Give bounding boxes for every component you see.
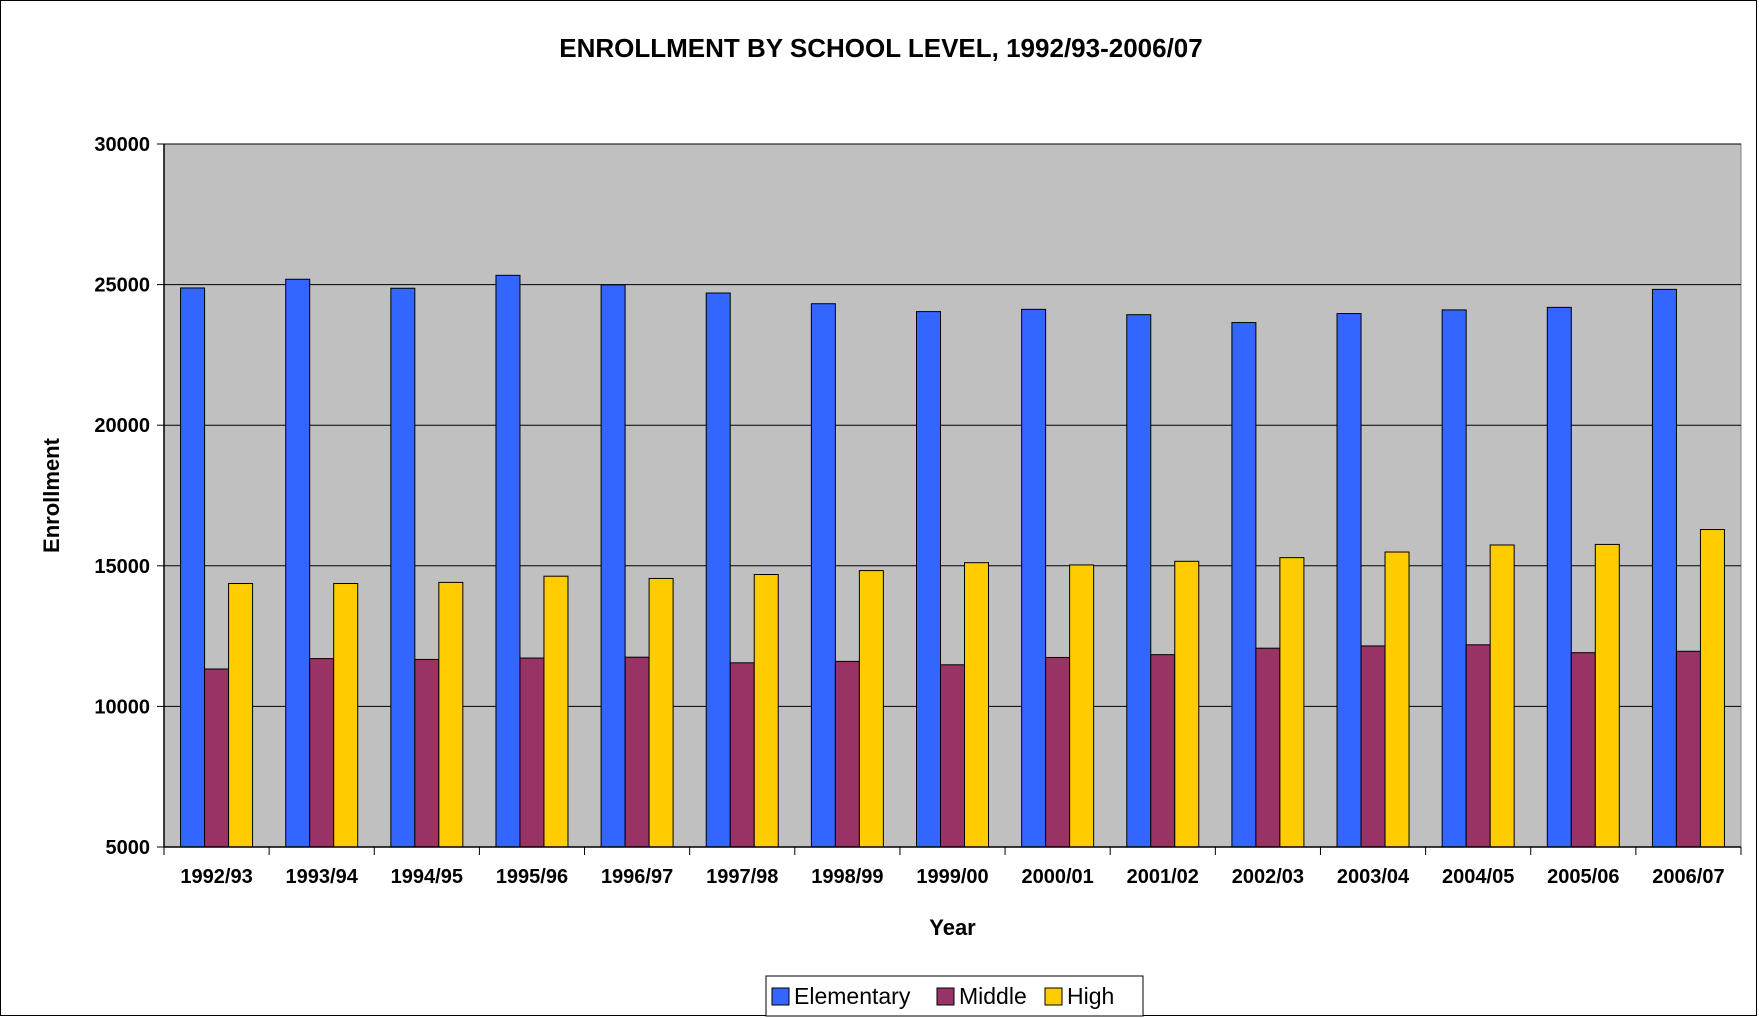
x-tick-label: 2002/03 — [1232, 866, 1304, 888]
x-tick-label: 2005/06 — [1547, 866, 1619, 888]
bar-middle-1993-94 — [309, 658, 335, 848]
bar-high-1998-99 — [858, 570, 884, 848]
y-tick-label: 15000 — [94, 556, 150, 578]
bar-high-1997-98 — [753, 574, 779, 848]
bar-elementary-1993-94 — [285, 278, 311, 848]
bar-elementary-2005-06 — [1546, 306, 1572, 848]
bar-elementary-2006-07 — [1651, 288, 1677, 848]
bar-high-1999-00 — [964, 562, 989, 848]
y-tick-label: 25000 — [94, 275, 150, 297]
y-tick-label: 20000 — [94, 415, 150, 437]
bar-elementary-1999-00 — [916, 311, 941, 848]
bar-elementary-1992-93 — [180, 287, 206, 848]
bar-elementary-2001-02 — [1126, 314, 1152, 848]
x-tick-label: 2003/04 — [1337, 866, 1410, 888]
bar-elementary-1996-97 — [600, 284, 626, 848]
bar-elementary-1994-95 — [390, 287, 416, 848]
x-tick-label: 1999/00 — [916, 866, 988, 888]
x-tick-label: 1996/97 — [601, 866, 673, 888]
chart-title: ENROLLMENT BY SCHOOL LEVEL, 1992/93-2006… — [559, 33, 1202, 63]
bar-middle-2001-02 — [1150, 654, 1176, 848]
x-tick-label: 1992/93 — [180, 866, 252, 888]
legend-label-high: High — [1067, 983, 1114, 1009]
bar-elementary-1998-99 — [810, 303, 836, 848]
bar-high-1992-93 — [228, 583, 254, 848]
bar-elementary-2003-04 — [1336, 313, 1362, 848]
bar-middle-2002-03 — [1255, 647, 1281, 848]
legend-label-elementary: Elementary — [794, 983, 911, 1009]
bar-middle-2004-05 — [1465, 644, 1491, 848]
x-axis-ticks: 1992/93 1993/94 1994/95 1995/96 1996/97 1997/… — [163, 847, 1742, 888]
bar-high-2005-06 — [1594, 543, 1620, 848]
bar-middle-2000-01 — [1045, 656, 1071, 848]
bar-elementary-1997-98 — [705, 292, 731, 848]
x-tick-label: 1998/99 — [811, 866, 883, 888]
bar-middle-1997-98 — [729, 662, 755, 848]
bar-high-2002-03 — [1279, 557, 1305, 848]
bar-middle-1996-97 — [624, 656, 650, 848]
bar-elementary-2000-01 — [1021, 308, 1047, 848]
bar-middle-1999-00 — [940, 664, 965, 848]
bar-elementary-2002-03 — [1231, 322, 1257, 848]
x-tick-label: 1993/94 — [286, 866, 359, 888]
legend-swatch-elementary — [771, 987, 790, 1006]
axes — [163, 144, 1741, 848]
bar-elementary-1995-96 — [495, 274, 521, 848]
x-tick-label: 2000/01 — [1021, 866, 1093, 888]
bar-high-1994-95 — [438, 581, 464, 848]
x-tick-label: 2006/07 — [1652, 866, 1724, 888]
y-tick-label: 5000 — [106, 837, 151, 859]
y-axis-title: Enrollment — [39, 437, 64, 553]
x-axis-title: Year — [929, 915, 976, 940]
bar-middle-1992-93 — [204, 668, 230, 848]
legend-label-middle: Middle — [959, 983, 1027, 1009]
x-tick-label: 2001/02 — [1127, 866, 1199, 888]
x-tick-label: 2004/05 — [1442, 866, 1514, 888]
bars — [180, 274, 1725, 848]
y-axis-ticks: 5000 10000 15000 20000 25000 30000 — [94, 134, 164, 859]
y-tick-label: 30000 — [94, 134, 150, 156]
bar-high-1993-94 — [333, 583, 359, 848]
bar-elementary-2004-05 — [1441, 309, 1467, 848]
bar-high-2004-05 — [1489, 544, 1515, 848]
bar-high-2006-07 — [1699, 529, 1725, 848]
bar-high-1995-96 — [543, 575, 569, 848]
legend: Elementary Middle High — [765, 975, 1144, 1017]
bar-high-2001-02 — [1174, 560, 1200, 848]
bar-high-1996-97 — [648, 577, 674, 848]
x-tick-label: 1997/98 — [706, 866, 778, 888]
x-tick-label: 1995/96 — [496, 866, 568, 888]
legend-swatch-high — [1044, 987, 1063, 1006]
x-tick-label: 1994/95 — [391, 866, 463, 888]
bar-middle-1998-99 — [834, 660, 860, 848]
bar-middle-2006-07 — [1675, 650, 1701, 848]
bar-high-2003-04 — [1384, 551, 1410, 848]
bar-middle-2003-04 — [1360, 645, 1386, 848]
bar-high-2000-01 — [1069, 564, 1095, 848]
bar-middle-1994-95 — [414, 658, 440, 848]
bar-middle-1995-96 — [519, 657, 545, 848]
legend-swatch-middle — [936, 987, 955, 1006]
bar-middle-2005-06 — [1570, 652, 1596, 848]
y-tick-label: 10000 — [94, 696, 150, 718]
